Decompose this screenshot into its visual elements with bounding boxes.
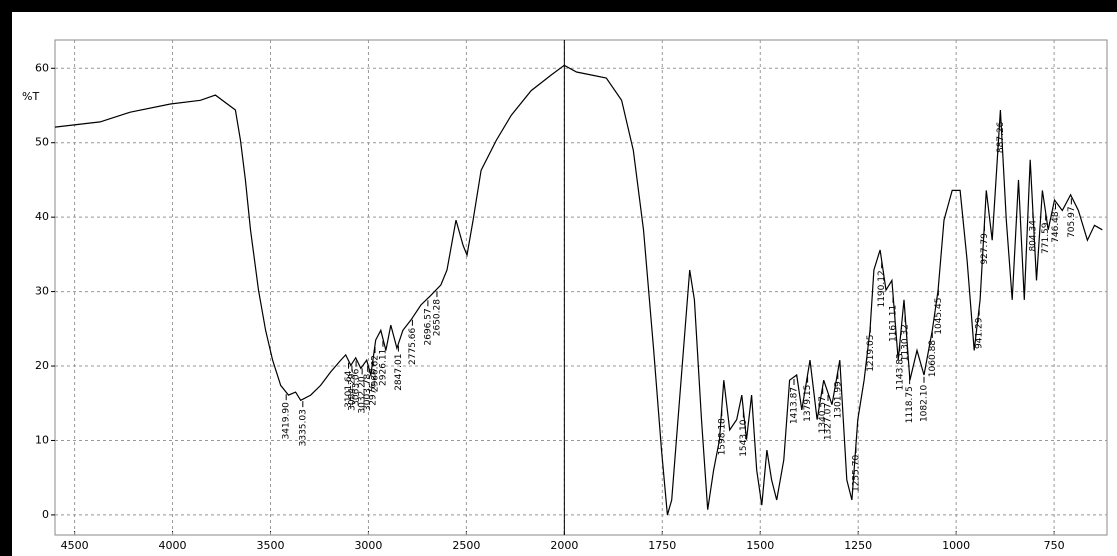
y-tick-label: 10 <box>35 433 49 446</box>
peak-label: 2966.62 <box>370 355 380 392</box>
peak-label: 1082.10 <box>919 385 929 422</box>
x-tick-label: 4500 <box>61 539 89 552</box>
peak-label: 771.59 <box>1041 222 1051 254</box>
peak-label: 1143.83 <box>895 353 905 390</box>
x-tick-label: 3000 <box>354 539 382 552</box>
peak-label: 1379.15 <box>803 385 813 422</box>
peak-label: 1598.18 <box>717 418 727 455</box>
peak-label: 887.26 <box>996 121 1006 153</box>
peak-label: 3084.29 <box>347 373 357 410</box>
peak-label: 1340.57 <box>818 396 828 433</box>
peak-label: 804.34 <box>1028 220 1038 252</box>
y-tick-label: 60 <box>35 61 49 74</box>
peak-label: 2696.57 <box>423 308 433 345</box>
x-tick-label: 2000 <box>550 539 578 552</box>
peak-label: 3101.64 <box>344 370 354 407</box>
x-tick-label: 750 <box>1044 539 1065 552</box>
peak-label: 3335.03 <box>298 409 308 446</box>
peak-label: 1255.70 <box>851 455 861 492</box>
peak-label: 1161.11 <box>889 305 899 342</box>
y-tick-label: 50 <box>35 136 49 149</box>
peak-label: 1413.87 <box>789 387 799 424</box>
y-tick-label: 0 <box>42 508 49 521</box>
peak-label: 3003.78 <box>363 374 373 411</box>
spectrum-line <box>54 64 1103 516</box>
y-tick-label: 40 <box>35 210 49 223</box>
y-tick-label: 30 <box>35 285 49 298</box>
peak-label: 746.48 <box>1051 211 1061 243</box>
x-tick-label: 2500 <box>452 539 480 552</box>
peak-label: 2976.28 <box>369 368 379 405</box>
plot-area <box>54 39 1108 536</box>
peak-label: 1301.99 <box>833 381 843 418</box>
y-axis-label: %T <box>22 90 39 103</box>
peak-label: 1219.05 <box>866 335 876 372</box>
peak-label: 927.79 <box>980 233 990 265</box>
peak-label: 1118.75 <box>905 386 915 423</box>
x-tick-label: 1500 <box>746 539 774 552</box>
peak-label: 1045.45 <box>934 298 944 335</box>
peak-label: 3063.06 <box>352 368 362 405</box>
peak-label: 705.97 <box>1067 206 1077 238</box>
peak-label: 941.29 <box>975 317 985 349</box>
peak-label: 2775.66 <box>408 327 418 364</box>
peak-label: 3419.90 <box>282 402 292 439</box>
peak-label: 2847.01 <box>394 354 404 391</box>
peak-label: 1060.88 <box>928 340 938 377</box>
peak-label: 2926.11 <box>378 349 388 386</box>
x-tick-label: 3500 <box>256 539 284 552</box>
y-tick-label: 20 <box>35 359 49 372</box>
x-tick-label: 1000 <box>942 539 970 552</box>
x-tick-label: 1250 <box>844 539 872 552</box>
x-tick-label: 1750 <box>648 539 676 552</box>
peak-label: 3032.20 <box>358 376 368 413</box>
peak-label: 1327.07 <box>824 403 834 440</box>
peak-label: 1190.12 <box>877 270 887 307</box>
peak-label: 1130.32 <box>901 324 911 361</box>
peak-label: 2650.28 <box>432 299 442 336</box>
peak-label: 1543.10 <box>739 419 749 456</box>
x-tick-label: 4000 <box>159 539 187 552</box>
